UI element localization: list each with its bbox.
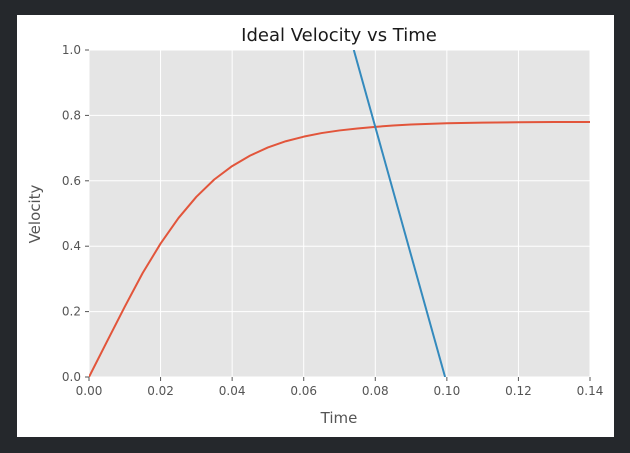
y-tick-label: 1.0	[62, 43, 81, 57]
x-tick-label: 0.04	[219, 384, 246, 398]
x-tick-label: 0.00	[76, 384, 103, 398]
axis-ticks: 0.00 0.02 0.04 0.06 0.08 0.10 0.12 0.14 0.0 0.2 0.…	[62, 43, 603, 398]
chart-figure: 0.00 0.02 0.04 0.06 0.08 0.10 0.12 0.14 0.0 0.2 0.…	[17, 15, 614, 437]
x-tick-label: 0.12	[505, 384, 532, 398]
y-axis-label: Velocity	[26, 184, 44, 243]
y-tick-label: 0.0	[62, 370, 81, 384]
x-tick-label: 0.10	[433, 384, 460, 398]
series-line-1	[89, 120, 590, 377]
y-tick-label: 0.6	[62, 174, 81, 188]
x-tick-label: 0.06	[290, 384, 317, 398]
x-tick-label: 0.14	[577, 384, 604, 398]
y-tick-label: 0.2	[62, 305, 81, 319]
x-tick-label: 0.08	[362, 384, 389, 398]
series-line-2	[352, 50, 447, 377]
line-chart: 0.00 0.02 0.04 0.06 0.08 0.10 0.12 0.14 0.0 0.2 0.…	[26, 25, 603, 427]
y-tick-label: 0.8	[62, 108, 81, 122]
plot-area-background	[89, 50, 590, 377]
grid-lines	[88, 49, 591, 378]
x-axis-label: Time	[320, 409, 358, 427]
chart-title: Ideal Velocity vs Time	[241, 25, 437, 46]
x-tick-label: 0.02	[147, 384, 174, 398]
series-lines	[89, 50, 590, 377]
y-tick-label: 0.4	[62, 239, 81, 253]
